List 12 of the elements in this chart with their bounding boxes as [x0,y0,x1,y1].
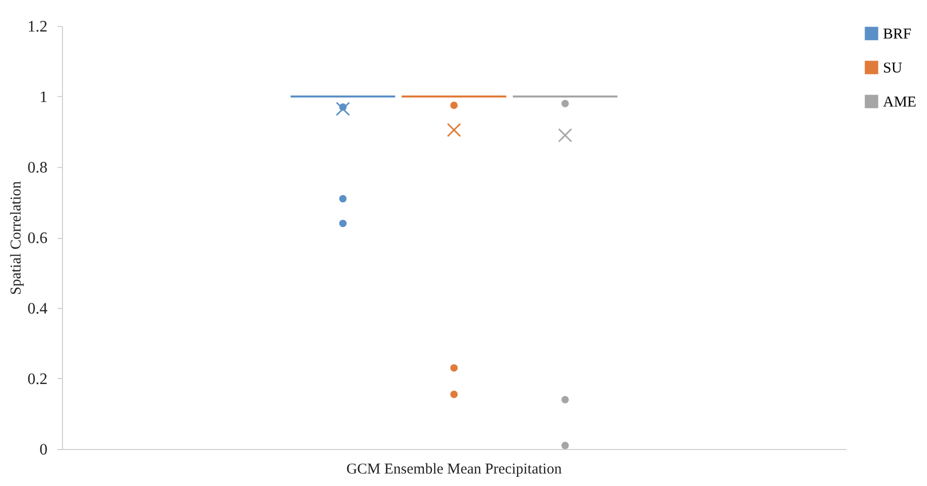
y-axis-title: Spatial Correlation [8,180,24,295]
y-tick-label: 0.8 [28,160,48,176]
legend-label: BRF [883,26,912,42]
y-tick-label: 1 [40,89,48,106]
y-tick-label: 0.4 [28,300,48,318]
y-tick-label: 1.2 [28,18,48,36]
x-tick-label: GCM Ensemble Mean Precipitation [346,462,562,478]
y-tick-label: 0.6 [28,230,48,247]
legend-label: AME [883,94,916,110]
y-tick-label: 0.2 [28,371,48,388]
y-tick-label: 0 [40,442,48,458]
legend-label: SU [883,60,902,76]
